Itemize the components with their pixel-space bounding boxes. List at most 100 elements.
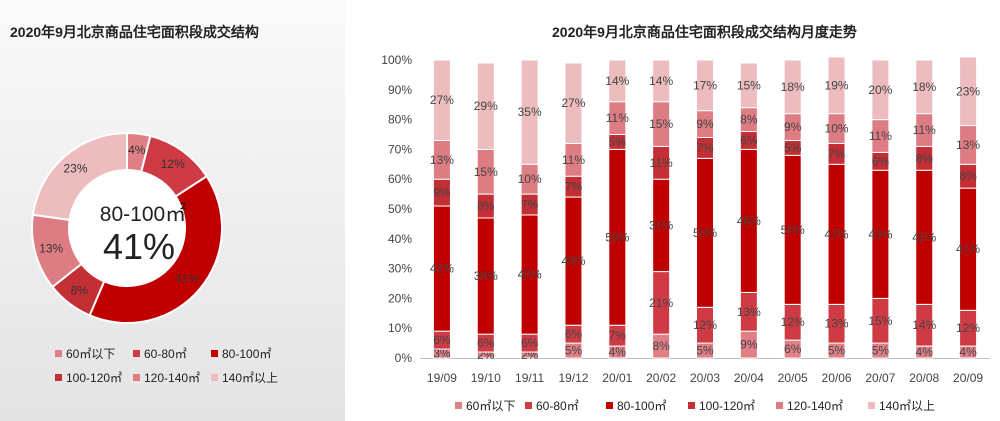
- donut-chart-title: 2020年9月北京商品住宅面积段成交结构: [10, 24, 259, 40]
- bar-segment-140-over: [520, 59, 539, 165]
- bar-data-label: 13%: [737, 305, 761, 319]
- legend-item: 120-140㎡: [133, 369, 200, 386]
- bar-data-label: 10%: [518, 172, 542, 186]
- bar-data-label: 8%: [959, 169, 977, 183]
- bar-data-label: 15%: [737, 78, 761, 92]
- legend-swatch: [606, 402, 613, 409]
- bar-data-label: 15%: [868, 314, 892, 328]
- bar-segment-140-over: [652, 59, 671, 103]
- bar-data-label: 5%: [696, 344, 714, 358]
- x-tick-label: 19/10: [471, 371, 501, 385]
- bar-data-label: 4%: [916, 345, 934, 359]
- bar-data-label: 5%: [609, 135, 627, 149]
- legend-item: 120-140㎡: [776, 397, 843, 414]
- bar-data-label: 7%: [696, 141, 714, 155]
- bar-data-label: 23%: [956, 84, 980, 98]
- bar-data-label: 4%: [959, 345, 977, 359]
- bar-data-label: 29%: [474, 99, 498, 113]
- bar-segment-140-over: [915, 59, 934, 115]
- bar-segment-140-over: [739, 62, 758, 109]
- bar-data-label: 7%: [565, 180, 583, 194]
- donut-center-value: 41%: [103, 226, 175, 267]
- bar-data-label: 15%: [474, 165, 498, 179]
- legend-swatch: [776, 402, 783, 409]
- donut-slice-80-100: [88, 174, 223, 324]
- bar-data-label: 9%: [784, 120, 802, 134]
- donut-slice-label-100-120: 8%: [71, 283, 89, 297]
- bar-data-label: 35%: [518, 105, 542, 119]
- donut-slice-label-120-140: 13%: [39, 242, 63, 256]
- y-tick-label: 90%: [388, 83, 412, 97]
- y-tick-label: 10%: [388, 321, 412, 335]
- y-tick-label: 40%: [388, 232, 412, 246]
- bar-data-label: 14%: [605, 74, 629, 88]
- x-tick-label: 20/06: [822, 371, 852, 385]
- bar-data-label: 11%: [869, 129, 892, 143]
- bar-segment-140-over: [608, 59, 627, 103]
- bar-data-label: 6%: [477, 336, 495, 350]
- bar-data-label: 9%: [433, 186, 451, 200]
- bar-segment-140-over: [432, 59, 451, 141]
- legend-swatch: [455, 402, 462, 409]
- donut-center-label: 80-100㎡: [100, 202, 186, 226]
- bar-segment-140-over: [959, 56, 978, 127]
- legend-label: 120-140㎡: [787, 399, 844, 413]
- bar-data-label: 9%: [740, 338, 758, 352]
- legend-label: 140㎡以上: [222, 371, 279, 385]
- x-tick-label: 20/03: [690, 371, 720, 385]
- bar-data-label: 27%: [430, 93, 454, 107]
- bar-data-label: 7%: [828, 147, 846, 161]
- bar-data-label: 12%: [781, 315, 805, 329]
- bar-data-label: 4%: [609, 345, 627, 359]
- x-tick-label: 20/07: [865, 371, 895, 385]
- bar-data-label: 8%: [652, 339, 670, 353]
- bar-data-label: 6%: [784, 342, 802, 356]
- bar-data-label: 11%: [650, 156, 673, 170]
- bar-data-label: 42%: [430, 262, 454, 276]
- legend-item: 100-120㎡: [55, 369, 122, 386]
- x-tick-label: 20/04: [734, 371, 764, 385]
- bar-data-label: 6%: [872, 154, 890, 168]
- x-tick-label: 20/01: [602, 371, 632, 385]
- bar-data-label: 14%: [649, 74, 673, 88]
- legend-label: 60-80㎡: [536, 399, 579, 413]
- legend-label: 60-80㎡: [144, 347, 187, 361]
- bar-data-label: 5%: [828, 344, 846, 358]
- bar-data-label: 3%: [433, 347, 451, 361]
- legend-swatch: [525, 402, 532, 409]
- bar-data-label: 31%: [649, 218, 673, 232]
- bar-data-label: 40%: [518, 268, 542, 282]
- legend-label: 120-140㎡: [144, 371, 201, 385]
- legend-item: 60-80㎡: [133, 345, 187, 362]
- legend-swatch: [211, 374, 218, 381]
- legend-label: 60㎡以下: [66, 347, 116, 361]
- legend-item: 100-120㎡: [688, 397, 755, 414]
- bar-data-label: 18%: [912, 80, 936, 94]
- bar-data-label: 7%: [521, 198, 539, 212]
- bar-data-label: 45%: [912, 230, 936, 244]
- bar-data-label: 50%: [693, 226, 717, 240]
- bar-data-label: 7%: [609, 329, 627, 343]
- x-tick-label: 19/11: [515, 371, 544, 385]
- bar-data-label: 17%: [693, 78, 717, 92]
- y-tick-label: 100%: [381, 53, 412, 67]
- legend-item: 140㎡以上: [868, 397, 935, 414]
- legend-label: 80-100㎡: [617, 399, 667, 413]
- bar-data-label: 41%: [956, 242, 980, 256]
- bar-data-label: 48%: [737, 214, 761, 228]
- bar-data-label: 15%: [649, 117, 673, 131]
- bar-segment-140-over: [564, 62, 583, 144]
- legend-swatch: [211, 350, 218, 357]
- bar-data-label: 12%: [956, 321, 980, 335]
- bar-data-label: 11%: [606, 111, 629, 125]
- bar-data-label: 6%: [521, 336, 539, 350]
- bar-segment-140-over: [783, 59, 802, 115]
- bar-data-label: 59%: [605, 230, 629, 244]
- x-tick-label: 19/12: [558, 371, 588, 385]
- bar-data-label: 8%: [916, 151, 934, 165]
- y-tick-label: 60%: [388, 172, 412, 186]
- bar-data-label: 11%: [913, 123, 936, 137]
- bar-data-label: 6%: [740, 133, 758, 147]
- bar-data-label: 27%: [561, 96, 585, 110]
